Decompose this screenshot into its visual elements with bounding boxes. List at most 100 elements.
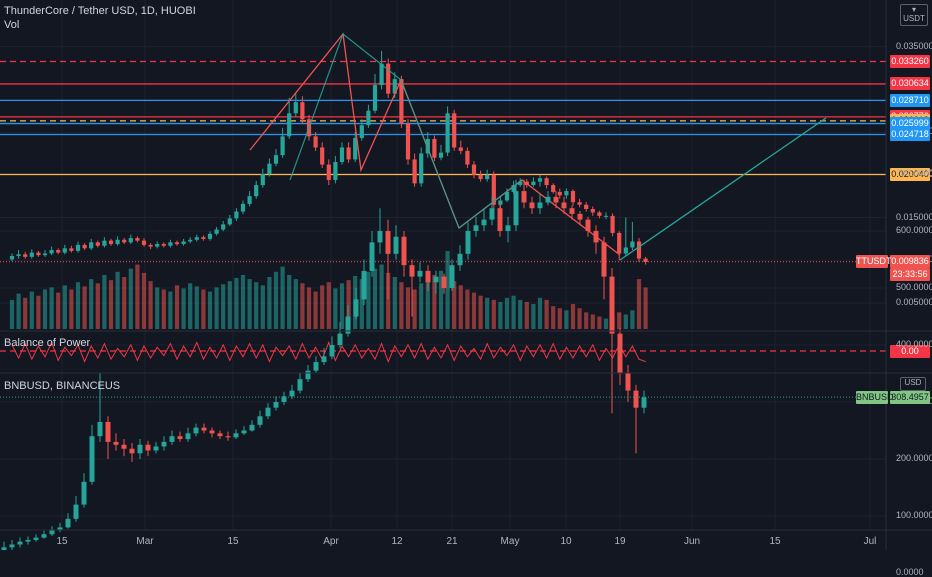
bnb-tick-label: 0.0000 bbox=[896, 567, 924, 577]
bnb-candle-body bbox=[257, 416, 263, 425]
candle-body bbox=[465, 150, 470, 165]
bnb-last-price-badge: 308.4957 bbox=[890, 390, 930, 404]
volume-bar bbox=[392, 277, 397, 329]
bnb-candle-body bbox=[473, 225, 479, 231]
candle-body bbox=[326, 164, 331, 180]
bnb-candle-body bbox=[121, 444, 127, 449]
candle-body bbox=[267, 163, 272, 174]
volume-bar bbox=[148, 281, 153, 329]
volume-bar bbox=[300, 283, 305, 329]
candle-body bbox=[544, 178, 549, 186]
candle-body bbox=[518, 181, 523, 186]
volume-bar bbox=[108, 280, 114, 329]
volume-bar bbox=[313, 291, 318, 329]
bnb-candle-body bbox=[177, 436, 183, 440]
bnb-candle-body bbox=[337, 333, 343, 345]
volume-bar bbox=[155, 287, 160, 329]
volume-bars bbox=[9, 251, 648, 329]
candle-body bbox=[174, 242, 180, 245]
bnb-currency-badge[interactable]: USD bbox=[900, 377, 926, 391]
volume-bar bbox=[564, 310, 569, 329]
candle-body bbox=[392, 79, 397, 94]
bnb-candle-body bbox=[385, 231, 391, 254]
candle-body bbox=[537, 178, 543, 182]
currency-toggle-button[interactable]: ▾ USDT bbox=[900, 4, 928, 26]
candle-body bbox=[610, 215, 615, 233]
candle-body bbox=[412, 159, 417, 184]
volume-bar bbox=[432, 274, 437, 329]
candle-body bbox=[630, 241, 635, 248]
volume-bar bbox=[570, 304, 576, 329]
time-tick-label: 15 bbox=[56, 536, 68, 547]
last-price-badge: 0.009836 bbox=[890, 255, 930, 269]
volume-bar bbox=[617, 312, 622, 329]
zigzag-pattern-teal bbox=[289, 33, 523, 229]
candle-body bbox=[366, 110, 371, 126]
candle-body bbox=[300, 102, 305, 120]
bnb-candle-body bbox=[137, 444, 143, 454]
volume-bar bbox=[49, 287, 54, 329]
symbol-price-badge: TTUSDT bbox=[856, 255, 892, 269]
bnb-tick-label: 200.0000 bbox=[896, 453, 932, 463]
volume-bar bbox=[636, 279, 642, 329]
price-tick-label: 0.035000 bbox=[896, 40, 932, 51]
bnb-candle-body bbox=[129, 448, 135, 454]
candle-body bbox=[214, 229, 219, 234]
pattern-drawings[interactable] bbox=[249, 32, 827, 261]
volume-bar bbox=[221, 284, 226, 329]
candle-body bbox=[584, 204, 589, 210]
bnb-candle-body bbox=[97, 421, 103, 437]
candle-body bbox=[478, 174, 483, 180]
candle-body bbox=[458, 147, 463, 151]
pane-separators bbox=[0, 0, 932, 550]
candle-body bbox=[491, 174, 496, 205]
bnb-candle-body bbox=[553, 196, 559, 203]
volume-bar bbox=[273, 271, 279, 329]
candle-body bbox=[141, 240, 147, 245]
price-level-badge: 0.028710 bbox=[890, 93, 930, 107]
volume-bar bbox=[135, 264, 140, 329]
volume-bar bbox=[531, 304, 536, 329]
volume-bar bbox=[234, 278, 239, 329]
time-tick-label: Jun bbox=[683, 536, 701, 547]
candle-body bbox=[128, 238, 133, 243]
candle-body bbox=[181, 241, 186, 245]
bnb-candle-body bbox=[273, 402, 279, 408]
candle-body bbox=[29, 252, 34, 257]
bnb-candle-body bbox=[425, 270, 431, 283]
bnb-candle-body bbox=[345, 316, 351, 334]
volume-bar bbox=[320, 285, 325, 329]
candle-body bbox=[511, 185, 516, 192]
volume-bar bbox=[498, 301, 503, 329]
bnb-candle-body bbox=[561, 202, 567, 209]
candle-body bbox=[531, 181, 536, 186]
volume-bar bbox=[485, 297, 490, 329]
ttusdt-candles[interactable] bbox=[9, 50, 648, 265]
volume-bar bbox=[161, 289, 166, 329]
candle-body bbox=[227, 218, 232, 225]
volume-bar bbox=[419, 283, 424, 329]
countdown-badge: 23:33:56 bbox=[890, 268, 930, 282]
candle-body bbox=[280, 136, 285, 156]
bnb-tick-label: 400.0000 bbox=[896, 339, 932, 349]
bnbusd-candles[interactable] bbox=[0, 179, 886, 550]
time-tick-label: 15 bbox=[769, 536, 781, 547]
trading-chart[interactable] bbox=[0, 0, 932, 550]
main-symbol-title: ThunderCore / Tether USD, 1D, HUOBI bbox=[4, 5, 196, 17]
volume-bar bbox=[577, 308, 582, 329]
currency-badge: USDT bbox=[903, 14, 925, 23]
candle-body bbox=[359, 125, 364, 139]
candle-body bbox=[577, 202, 582, 205]
volume-bar bbox=[174, 285, 180, 329]
time-tick-label: 10 bbox=[560, 536, 572, 547]
volume-bar bbox=[346, 280, 351, 329]
currency-icon: ▾ bbox=[911, 5, 916, 14]
candle-body bbox=[69, 248, 74, 251]
bnb-candle-body bbox=[113, 441, 119, 445]
candle-body bbox=[254, 185, 259, 197]
price-tick-label: 0.005000 bbox=[896, 297, 932, 308]
candle-body bbox=[419, 153, 424, 184]
bnb-candle-body bbox=[465, 231, 471, 254]
bnb-candle-body bbox=[369, 242, 375, 271]
volume-bar bbox=[69, 289, 74, 329]
